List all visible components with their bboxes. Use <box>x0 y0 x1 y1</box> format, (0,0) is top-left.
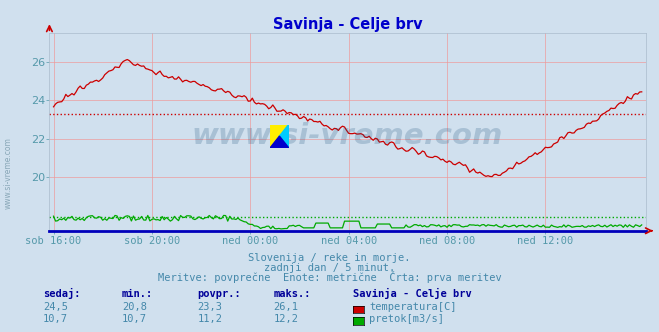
Title: Savinja - Celje brv: Savinja - Celje brv <box>273 17 422 32</box>
Text: Meritve: povprečne  Enote: metrične  Črta: prva meritev: Meritve: povprečne Enote: metrične Črta:… <box>158 271 501 283</box>
Text: 10,7: 10,7 <box>43 314 68 324</box>
Text: 10,7: 10,7 <box>122 314 147 324</box>
Polygon shape <box>270 136 289 148</box>
Text: zadnji dan / 5 minut.: zadnji dan / 5 minut. <box>264 263 395 273</box>
Text: Savinja - Celje brv: Savinja - Celje brv <box>353 288 471 299</box>
Text: 24,5: 24,5 <box>43 302 68 312</box>
Polygon shape <box>279 124 289 148</box>
Text: www.si-vreme.com: www.si-vreme.com <box>192 122 503 150</box>
Text: 23,3: 23,3 <box>198 302 223 312</box>
Text: temperatura[C]: temperatura[C] <box>369 302 457 312</box>
Text: 20,8: 20,8 <box>122 302 147 312</box>
Text: www.si-vreme.com: www.si-vreme.com <box>3 137 13 208</box>
Text: min.:: min.: <box>122 289 153 299</box>
Text: sedaj:: sedaj: <box>43 288 80 299</box>
Text: Slovenija / reke in morje.: Slovenija / reke in morje. <box>248 253 411 263</box>
Text: pretok[m3/s]: pretok[m3/s] <box>369 314 444 324</box>
Text: maks.:: maks.: <box>273 289 311 299</box>
Text: povpr.:: povpr.: <box>198 289 241 299</box>
Text: 11,2: 11,2 <box>198 314 223 324</box>
Text: 26,1: 26,1 <box>273 302 299 312</box>
Text: 12,2: 12,2 <box>273 314 299 324</box>
Polygon shape <box>270 124 289 148</box>
